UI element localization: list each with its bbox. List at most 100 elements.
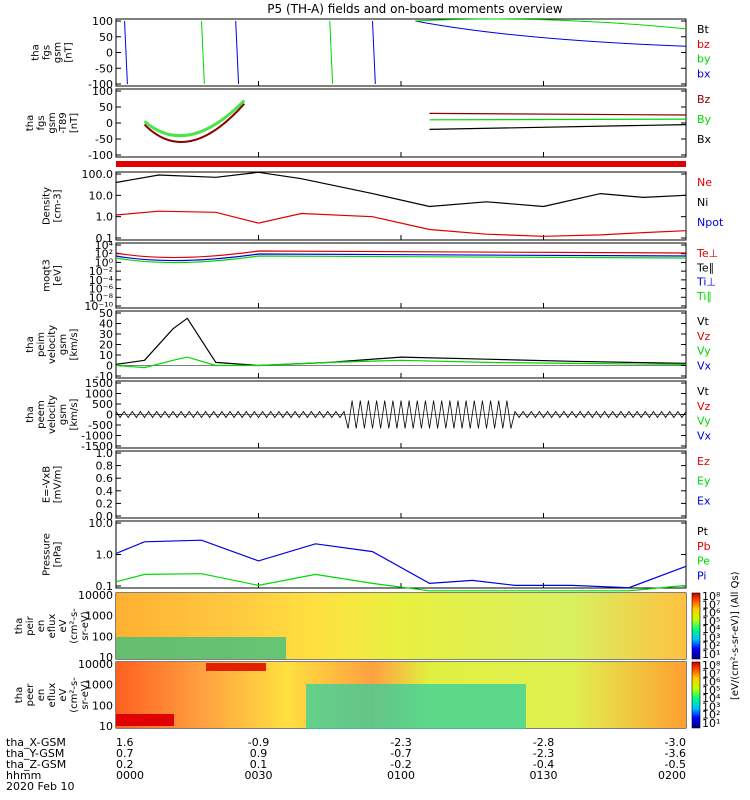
ytick-label: 0: [106, 360, 113, 373]
footer-value: 0.7: [116, 747, 134, 760]
ylabel-line: fgs: [42, 45, 53, 60]
ylabel-line: sr-eV): [80, 680, 91, 709]
footer-value: -0.5: [665, 758, 686, 771]
ylabel-line: [eV]: [53, 265, 64, 286]
ytick-label: 500: [92, 398, 113, 411]
ytick-label: 10⁻²: [89, 265, 113, 278]
ytick-label: 100: [92, 630, 113, 643]
footer-value: 0000: [116, 769, 144, 782]
series-Bz-late: [429, 112, 687, 116]
ylabel-line: velocity: [47, 395, 58, 434]
ytick-label: 10: [99, 349, 113, 362]
legend-Vz: Vz: [697, 330, 711, 343]
legend-Vy: Vy: [697, 345, 711, 358]
ytick-label: 0.0: [96, 510, 114, 523]
panel-frame: [115, 450, 687, 519]
legend-Vx: Vx: [697, 429, 712, 442]
legend-Bx: Bx: [697, 133, 712, 146]
series-trace: [201, 20, 205, 85]
footer-value: 1.6: [116, 736, 134, 749]
colorbar-tick: 10¹: [702, 717, 720, 730]
ylabel: tha peim velocity gsm [km/s]: [25, 325, 80, 364]
ylabel-line: tha: [14, 618, 25, 634]
ytick-label: 100.0: [82, 168, 114, 181]
ytick-label: 10000: [78, 658, 113, 671]
series-bx: [415, 20, 687, 47]
series-Ti: [115, 253, 687, 262]
ytick-label: 10: [99, 651, 113, 664]
ytick-label: 10⁻⁴: [89, 274, 114, 287]
ytick-label: 100: [92, 15, 113, 28]
ylabel-line: [mV/m]: [53, 466, 64, 504]
panel-efield: 1.00.80.60.40.20.0 E=-VxB [mV/m] Ez Ey Ex: [42, 447, 711, 523]
ytick-label: 0: [106, 409, 113, 422]
ytick-label: 40: [99, 318, 113, 331]
ytick-label: 0.4: [96, 485, 114, 498]
legend-Bt: Bt: [697, 23, 710, 36]
footer-value: 0130: [530, 769, 558, 782]
ytick-label: 10⁻⁸: [89, 291, 114, 304]
ytick-label: 1000: [85, 679, 113, 692]
legend-by: by: [697, 53, 711, 66]
footer-value: -3.0: [665, 736, 686, 749]
footer-value: 0.2: [116, 758, 134, 771]
ylabel-line: [nT]: [64, 42, 75, 62]
ytick-label: 10000: [78, 589, 113, 602]
colorbar-tick: 10²: [702, 640, 720, 653]
series-Til: [115, 255, 687, 264]
footer-label: hhmm: [6, 769, 41, 782]
ylabel-line: eV: [58, 688, 69, 701]
colorbar-tick: 10⁶: [702, 676, 721, 689]
ytick-label: -10: [95, 370, 113, 383]
ytick-label: 1.0: [96, 211, 114, 224]
colorbar-label: [eV/(cm²-s-sr-eV)] (All Qs): [730, 571, 741, 700]
ylabel-line: [km/s]: [69, 328, 80, 360]
ylabel-line: peir: [25, 615, 36, 635]
ytick-label: 1.0: [96, 549, 114, 562]
panel-frame: [115, 171, 687, 241]
ylabel-line: tha: [31, 44, 42, 60]
ylabel: tha fgs gsm -T89 [nT]: [25, 112, 80, 134]
ylabel-line: [nT]: [69, 113, 80, 133]
legend-Vt: Vt: [697, 385, 710, 398]
ytick-label: 1.0: [96, 447, 114, 460]
footer-value: -0.4: [533, 758, 554, 771]
ytick-label: 10: [99, 720, 113, 733]
ylabel-line: (cm²-s-: [69, 608, 80, 644]
series-Pe: [115, 573, 687, 592]
footer-label: tha_Y-GSM: [6, 747, 64, 760]
legend-Te∥: Te∥: [696, 261, 714, 274]
footer-value: 0.1: [250, 758, 268, 771]
ytick-label: 0: [106, 47, 113, 60]
ylabel: moqt3 [eV]: [42, 259, 64, 292]
footer-value: 0200: [658, 769, 686, 782]
ylabel: tha peem velocity gsm [km/s]: [25, 395, 80, 434]
ytick-label: -1000: [81, 430, 113, 443]
legend-Vt: Vt: [697, 315, 710, 328]
ylabel-line: eflux: [47, 683, 58, 708]
ytick-label: 0.8: [96, 460, 114, 473]
ytick-label: 10.0: [89, 517, 114, 530]
ylabel: Density [cm-3]: [42, 187, 64, 225]
ytick-label: -100: [88, 78, 113, 91]
ylabel-line: eV: [58, 619, 69, 632]
ytick-label: 10²: [95, 248, 113, 261]
footer-value: 0100: [387, 769, 415, 782]
ylabel-line: gsm: [58, 404, 69, 425]
colorbar-tick: 10³: [702, 700, 720, 713]
ytick-label: 50: [99, 307, 113, 320]
peer-lowenergy-hot: [116, 714, 174, 726]
panel-frame: [115, 520, 687, 589]
legend-Npot: Npot: [697, 216, 724, 229]
ytick-label: -100: [88, 149, 113, 162]
ytick-label: 10⁻¹⁰: [84, 300, 113, 313]
footer-date: 2020 Feb 10: [6, 780, 74, 793]
legend-Pb: Pb: [697, 540, 711, 553]
footer-value: -0.9: [248, 736, 269, 749]
colorbar-tick: 10⁴: [702, 623, 721, 636]
series-By: [143, 99, 246, 138]
series-trace: [235, 20, 240, 85]
